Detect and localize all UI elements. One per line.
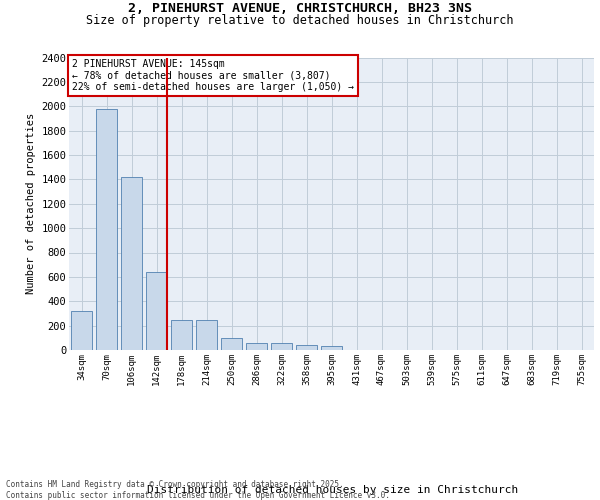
Text: 2 PINEHURST AVENUE: 145sqm
← 78% of detached houses are smaller (3,807)
22% of s: 2 PINEHURST AVENUE: 145sqm ← 78% of deta… — [71, 59, 353, 92]
Bar — [296, 344, 317, 350]
Bar — [246, 342, 267, 350]
Bar — [221, 338, 242, 350]
Bar — [146, 272, 167, 350]
Text: Distribution of detached houses by size in Christchurch: Distribution of detached houses by size … — [148, 485, 518, 495]
Text: 2, PINEHURST AVENUE, CHRISTCHURCH, BH23 3NS: 2, PINEHURST AVENUE, CHRISTCHURCH, BH23 … — [128, 2, 472, 16]
Bar — [196, 320, 217, 350]
Bar — [71, 311, 92, 350]
Y-axis label: Number of detached properties: Number of detached properties — [26, 113, 35, 294]
Bar — [271, 344, 292, 350]
Bar — [96, 108, 117, 350]
Bar — [321, 346, 342, 350]
Bar — [171, 320, 192, 350]
Text: Size of property relative to detached houses in Christchurch: Size of property relative to detached ho… — [86, 14, 514, 27]
Bar — [121, 177, 142, 350]
Text: Contains HM Land Registry data © Crown copyright and database right 2025.
Contai: Contains HM Land Registry data © Crown c… — [6, 480, 390, 500]
